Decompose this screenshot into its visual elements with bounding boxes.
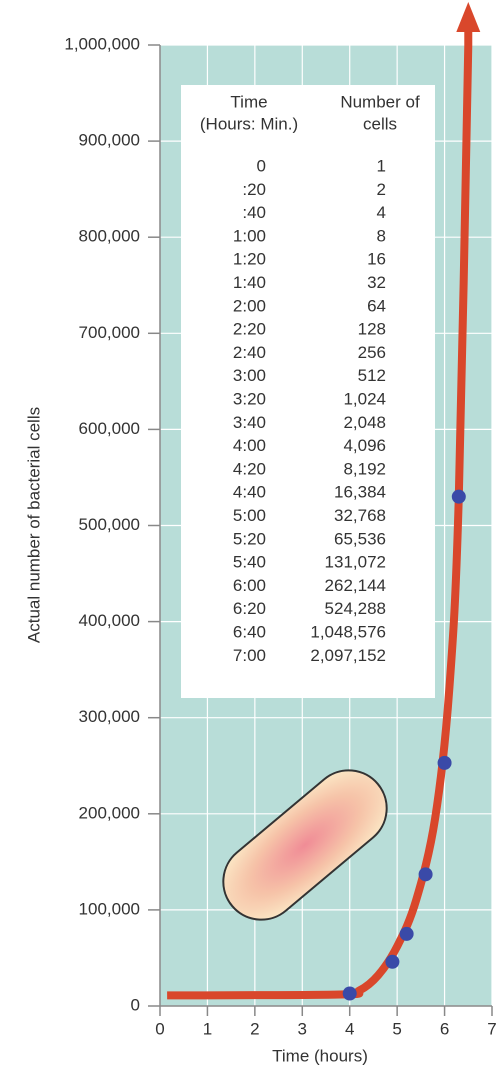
table-cell: 4,096 (343, 436, 386, 455)
table-cell: 2 (377, 180, 386, 199)
table-cell: 2:00 (233, 296, 266, 315)
y-tick-label: 100,000 (79, 899, 140, 918)
data-point (385, 954, 400, 969)
table-cell: 1 (377, 156, 386, 175)
table-cell: 8 (377, 226, 386, 245)
table-cell: 6:00 (233, 576, 266, 595)
table-cell: 3:00 (233, 366, 266, 385)
table-cell: 2,097,152 (310, 646, 386, 665)
table-cell: 131,072 (325, 553, 386, 572)
table-cell: 4:20 (233, 459, 266, 478)
table-cell: 4:00 (233, 436, 266, 455)
table-cell: 7:00 (233, 646, 266, 665)
x-tick-label: 7 (487, 1019, 496, 1038)
table-cell: 5:40 (233, 553, 266, 572)
data-point (418, 867, 433, 882)
y-tick-label: 400,000 (79, 611, 140, 630)
table-cell: 3:20 (233, 389, 266, 408)
table-cell: 4:40 (233, 483, 266, 502)
table-cell: 524,288 (325, 599, 386, 618)
x-tick-label: 2 (250, 1019, 259, 1038)
y-tick-label: 700,000 (79, 323, 140, 342)
data-point (342, 986, 357, 1001)
x-tick-label: 5 (392, 1019, 401, 1038)
y-tick-label: 1,000,000 (64, 34, 140, 53)
table-cell: 256 (358, 343, 386, 362)
table-header: Time (230, 92, 267, 111)
table-cell: 5:20 (233, 529, 266, 548)
table-cell: 262,144 (325, 576, 386, 595)
table-cell: 3:40 (233, 413, 266, 432)
y-tick-label: 0 (131, 995, 140, 1014)
y-tick-label: 900,000 (79, 131, 140, 150)
data-point (437, 755, 452, 770)
table-cell: 6:40 (233, 622, 266, 641)
table-header: Number of (340, 92, 420, 111)
table-cell: 1:40 (233, 273, 266, 292)
table-cell: 65,536 (334, 529, 386, 548)
arrowhead (456, 2, 481, 32)
table-cell: :40 (242, 203, 266, 222)
table-cell: 1:20 (233, 250, 266, 269)
x-tick-label: 1 (203, 1019, 212, 1038)
x-tick-label: 6 (440, 1019, 449, 1038)
y-tick-label: 800,000 (79, 227, 140, 246)
table-cell: 128 (358, 320, 386, 339)
y-tick-label: 200,000 (79, 803, 140, 822)
data-point (451, 489, 466, 504)
table-cell: 32 (367, 273, 386, 292)
table-cell: 2:40 (233, 343, 266, 362)
table-panel (181, 85, 435, 698)
table-header: cells (363, 114, 397, 133)
x-tick-label: 3 (298, 1019, 307, 1038)
data-point (399, 926, 414, 941)
table-cell: 1,048,576 (310, 622, 386, 641)
table-cell: 2,048 (343, 413, 386, 432)
table-cell: 512 (358, 366, 386, 385)
table-cell: :20 (242, 180, 266, 199)
x-tick-label: 0 (155, 1019, 164, 1038)
table-cell: 16 (367, 250, 386, 269)
bacterium-illustration (222, 769, 388, 921)
y-tick-label: 300,000 (79, 707, 140, 726)
table-cell: 32,768 (334, 506, 386, 525)
table-cell: 1,024 (343, 389, 386, 408)
table-cell: 5:00 (233, 506, 266, 525)
x-axis-label: Time (hours) (272, 1046, 368, 1065)
table-cell: 8,192 (343, 459, 386, 478)
y-tick-label: 500,000 (79, 515, 140, 534)
table-cell: 4 (377, 203, 386, 222)
table-cell: 6:20 (233, 599, 266, 618)
table-cell: 0 (257, 156, 266, 175)
table-cell: 2:20 (233, 320, 266, 339)
x-tick-label: 4 (345, 1019, 354, 1038)
table-cell: 1:00 (233, 226, 266, 245)
y-tick-label: 600,000 (79, 419, 140, 438)
table-cell: 64 (367, 296, 386, 315)
y-axis-label: Actual number of bacterial cells (24, 407, 43, 643)
table-header: (Hours: Min.) (200, 114, 298, 133)
table-cell: 16,384 (334, 483, 386, 502)
